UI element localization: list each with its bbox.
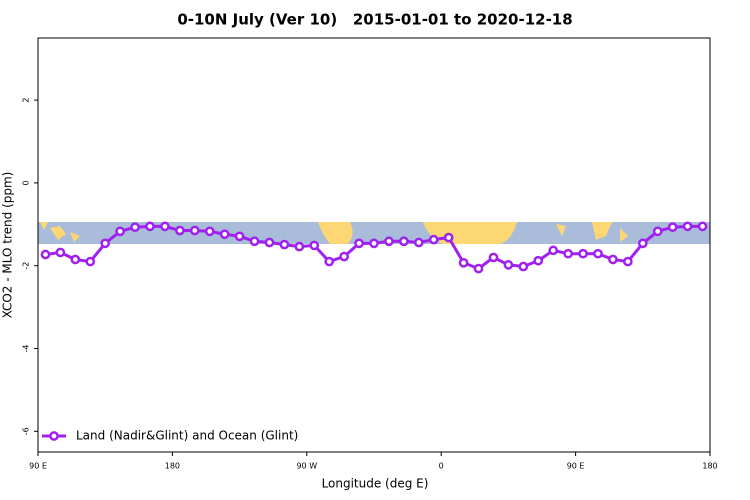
data-point — [697, 221, 708, 232]
data-point — [309, 240, 320, 251]
y-tick-label: 0 — [22, 180, 31, 185]
data-point — [160, 221, 170, 232]
data-point — [219, 229, 230, 240]
x-tick-label: 180 — [165, 462, 180, 471]
data-point — [40, 249, 51, 260]
data-point — [354, 238, 364, 249]
data-point — [518, 261, 529, 272]
data-point — [413, 237, 424, 248]
x-tick-label: 0 — [439, 462, 444, 471]
data-point — [399, 236, 409, 247]
y-tick-label: -2 — [22, 262, 31, 270]
data-point — [578, 248, 588, 259]
data-point — [175, 225, 185, 236]
data-point — [623, 256, 633, 267]
legend-label: Land (Nadir&Glint) and Ocean (Glint) — [76, 429, 298, 443]
data-point — [369, 238, 379, 249]
data-point — [70, 254, 81, 265]
x-axis-label: Longitude (deg E) — [322, 477, 429, 491]
plot-frame — [37, 37, 711, 453]
data-point — [264, 237, 275, 248]
data-point — [533, 255, 544, 266]
data-point — [145, 221, 155, 232]
data-point — [130, 222, 140, 233]
y-axis-label: XCO2 - MLO trend (ppm) — [1, 172, 15, 319]
y-tick-label: -4 — [22, 345, 31, 353]
x-tick-label: 90 W — [296, 462, 317, 471]
x-tick-label: 90 E — [567, 462, 585, 471]
data-point — [488, 252, 499, 263]
data-point — [384, 236, 394, 247]
data-point — [593, 248, 603, 259]
x-tick-label: 180 — [702, 462, 717, 471]
data-point — [279, 239, 290, 250]
data-point — [548, 245, 559, 256]
data-point — [652, 226, 663, 237]
data-point — [473, 263, 484, 274]
data-point — [234, 231, 245, 242]
data-point — [249, 236, 260, 247]
data-point — [204, 226, 215, 237]
data-point — [563, 248, 573, 259]
data-point — [503, 260, 514, 270]
data-point — [667, 222, 678, 233]
data-point — [55, 247, 66, 258]
data-point — [608, 254, 618, 265]
chart-title: 0-10N July (Ver 10) 2015-01-01 to 2020-1… — [177, 11, 572, 29]
data-point — [637, 238, 648, 249]
data-point — [458, 257, 469, 268]
data-point — [100, 238, 111, 249]
y-tick-label: 2 — [22, 98, 31, 103]
data-point — [189, 225, 200, 236]
data-point — [294, 241, 305, 252]
data-point — [428, 234, 439, 245]
legend-marker — [49, 431, 59, 441]
data-point — [443, 232, 454, 243]
data-point — [115, 226, 125, 237]
data-point — [682, 221, 693, 232]
y-tick-label: -6 — [22, 427, 31, 435]
data-point — [85, 256, 96, 267]
data-point — [324, 256, 335, 267]
x-tick-label: 90 E — [29, 462, 47, 471]
data-point — [339, 251, 349, 262]
